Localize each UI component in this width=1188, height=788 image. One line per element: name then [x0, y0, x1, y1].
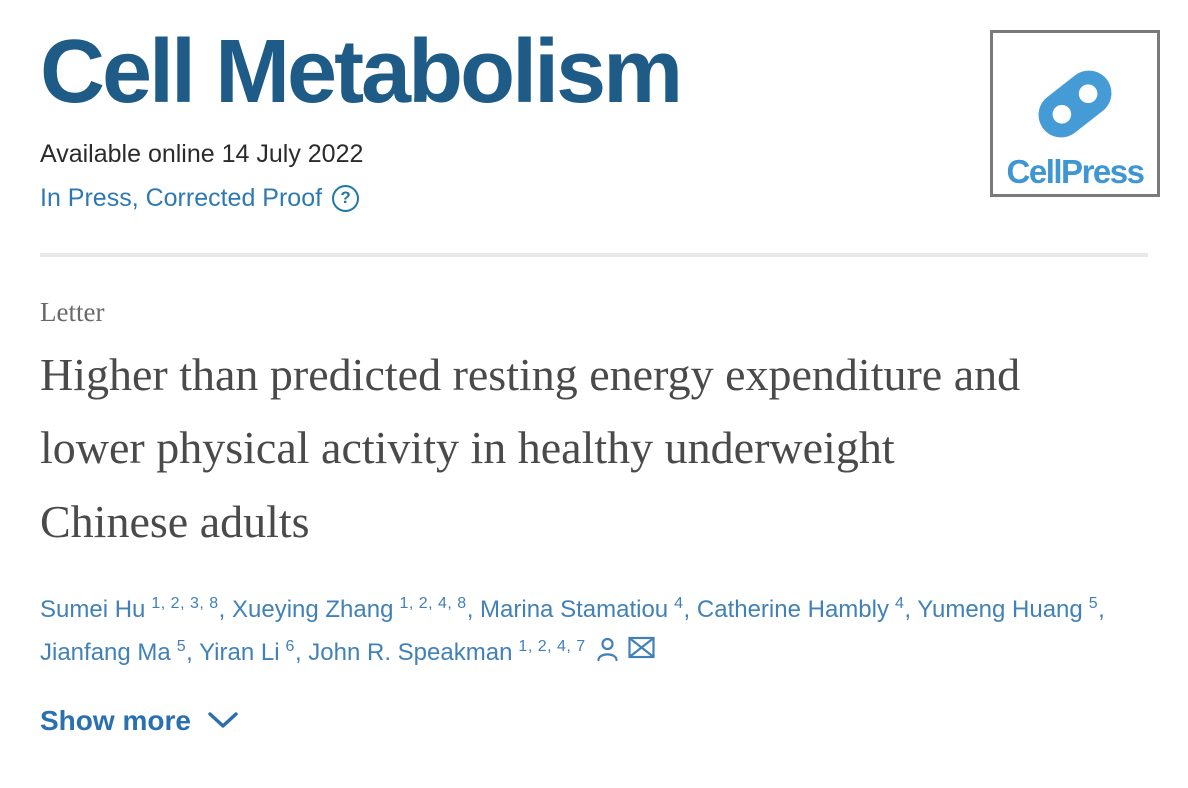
corresponding-author-icons: [596, 636, 655, 662]
show-more-button[interactable]: Show more: [40, 705, 239, 737]
author-link[interactable]: Yiran Li 6: [199, 638, 295, 667]
author-affiliation-numbers: 1, 2, 4, 7: [518, 638, 586, 656]
author-link[interactable]: Xueying Zhang 1, 2, 4, 8: [231, 595, 467, 624]
author-link[interactable]: Yumeng Huang 5: [917, 595, 1099, 624]
in-press-status-link[interactable]: In Press, Corrected Proof: [40, 183, 323, 212]
section-divider: [40, 252, 1148, 257]
author-separator: ,: [466, 596, 481, 624]
available-online-date: Available online 14 July 2022: [40, 139, 364, 168]
cellpress-swoosh-icon: [1038, 70, 1112, 138]
author-separator: ,: [218, 596, 232, 624]
publication-status-row: In Press, Corrected Proof ?: [40, 184, 1148, 213]
author-affiliation-numbers: 4: [674, 595, 684, 613]
author-link[interactable]: Sumei Hu 1, 2, 3, 8: [40, 595, 219, 624]
author-affiliation-numbers: 6: [285, 638, 295, 656]
article-title: Higher than predicted resting energy exp…: [40, 348, 1021, 547]
author-separator: ,: [1098, 596, 1105, 624]
show-more-label: Show more: [40, 704, 191, 736]
email-envelope-icon[interactable]: [628, 636, 655, 659]
author-affiliation-numbers: 4: [894, 595, 905, 613]
journal-title: Cell Metabolism: [40, 22, 683, 122]
author-affiliation-numbers: 1, 2, 3, 8: [151, 595, 219, 613]
author-list: Sumei Hu 1, 2, 3, 8, Xueying Zhang 1, 2, 4…: [40, 595, 1105, 667]
help-question-icon[interactable]: ?: [332, 184, 360, 212]
author-link[interactable]: Catherine Hambly 4: [696, 595, 905, 624]
author-person-icon[interactable]: [596, 636, 619, 662]
chevron-down-icon: [208, 712, 238, 728]
cellpress-logo-text: CellPress: [1006, 153, 1145, 190]
author-affiliation-numbers: 1, 2, 4, 8: [399, 595, 467, 613]
author-affiliation-numbers: 5: [1088, 595, 1099, 613]
author-line: Sumei Hu 1, 2, 3, 8, Xueying Zhang 1, 2, 4…: [40, 588, 1135, 674]
author-link[interactable]: John R. Speakman 1, 2, 4, 7: [308, 638, 586, 667]
author-affiliation-numbers: 5: [176, 638, 187, 656]
author-link[interactable]: Jianfang Ma 5: [40, 638, 187, 667]
author-separator: ,: [683, 596, 697, 624]
article-type-label: Letter: [40, 296, 105, 327]
author-link[interactable]: Marina Stamatiou 4: [480, 595, 684, 624]
cellpress-logo: CellPress: [990, 30, 1160, 197]
author-separator: ,: [186, 639, 200, 667]
article-header-page: Cell Metabolism Available online 14 July…: [40, 22, 1160, 737]
author-separator: ,: [294, 639, 309, 667]
author-separator: ,: [904, 596, 918, 624]
